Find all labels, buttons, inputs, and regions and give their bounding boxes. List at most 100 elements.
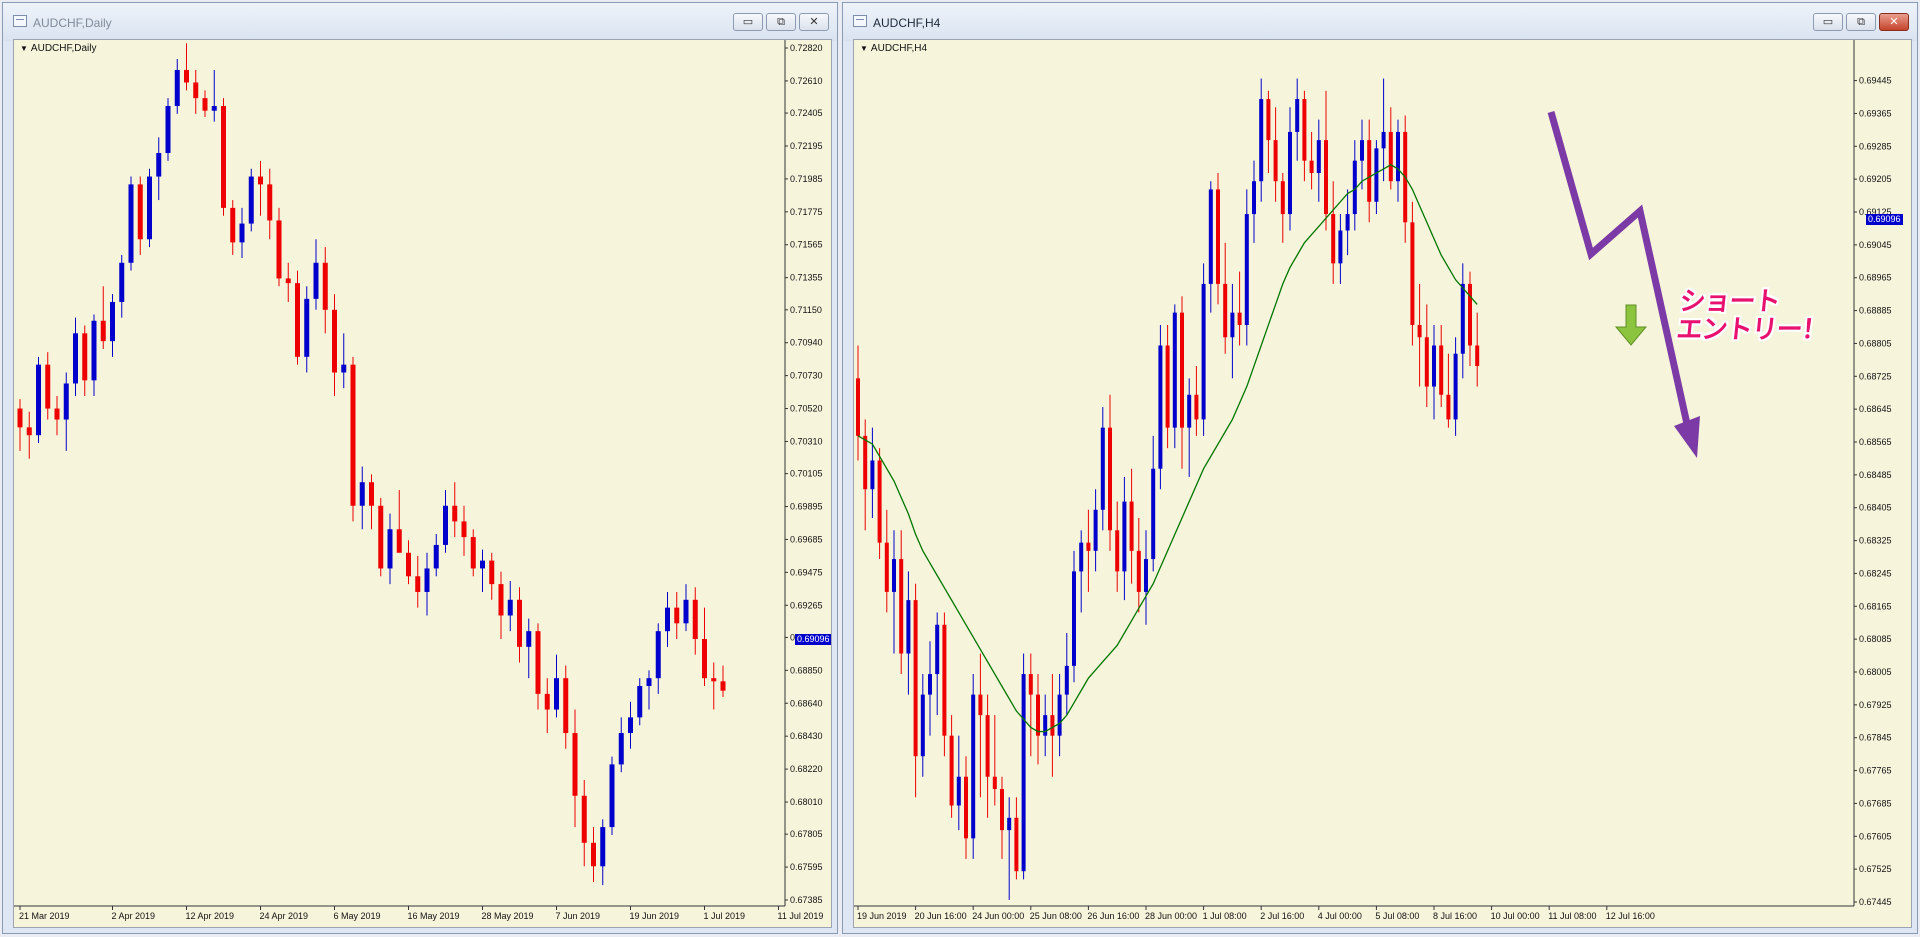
- bull-candle: [1381, 131, 1386, 149]
- dropdown-triangle-icon[interactable]: ▼: [20, 44, 28, 53]
- bear-candle: [702, 638, 707, 679]
- bear-candle: [856, 378, 860, 436]
- y-tick-label: 0.68430: [790, 731, 823, 741]
- bear-candle: [461, 521, 467, 538]
- bear-candle: [54, 408, 60, 420]
- y-tick-label: 0.67805: [790, 829, 823, 839]
- h4-chart-area[interactable]: 0.69445 0.69365 0.69285 0.69205 0.69125 0.690…: [853, 39, 1912, 928]
- bull-candle: [554, 678, 559, 710]
- y-tick-label: 0.67685: [1859, 798, 1892, 808]
- h4-candlestick-chart[interactable]: 0.694450.693650.692850.692050.691250.690…: [854, 40, 1912, 928]
- y-tick-label: 0.68640: [790, 698, 823, 708]
- minimize-button[interactable]: ▭: [733, 13, 763, 31]
- bull-candle: [1230, 312, 1235, 338]
- bull-candle: [248, 176, 254, 224]
- bull-candle: [1244, 214, 1249, 325]
- restore-button[interactable]: ⧉: [1846, 13, 1876, 31]
- y-tick-label: 0.69475: [790, 567, 823, 577]
- bull-candle: [665, 607, 670, 632]
- h4-titlebar[interactable]: AUDCHF,H4 ▭ ⧉ ✕: [843, 3, 1917, 41]
- y-tick-label: 0.69265: [790, 600, 823, 610]
- bear-candle: [1468, 283, 1472, 346]
- y-tick-label: 0.68805: [1859, 338, 1892, 348]
- bear-candle: [1180, 312, 1184, 428]
- daily-chart-area[interactable]: 0.72820 0.72610 0.72405 0.72195 0.71985 0.717…: [13, 39, 832, 928]
- x-tick-label: 25 Jun 08:00: [1030, 911, 1082, 921]
- bear-candle: [1475, 345, 1480, 367]
- x-tick-label: 16 May 2019: [408, 911, 460, 921]
- bull-candle: [36, 364, 41, 436]
- bull-candle: [892, 559, 896, 592]
- bull-candle: [110, 301, 115, 342]
- bull-candle: [1338, 230, 1343, 264]
- daily-candlestick-chart[interactable]: 0.72820 0.72610 0.72405 0.72195 0.71985 0.717…: [14, 40, 832, 928]
- bear-candle: [964, 776, 968, 839]
- moving-average-line: [857, 164, 1478, 733]
- x-tick-label: 4 Jul 00:00: [1318, 911, 1362, 921]
- bull-candle: [870, 460, 875, 490]
- y-tick-label: 0.72610: [790, 76, 823, 86]
- daily-titlebar[interactable]: AUDCHF,Daily ▭ ⧉ ✕: [3, 3, 837, 41]
- bear-candle: [1410, 222, 1415, 325]
- y-tick-label: 0.69285: [1859, 141, 1892, 151]
- bear-candle: [517, 599, 522, 647]
- bull-candle: [637, 686, 643, 718]
- bear-candle: [942, 624, 947, 736]
- bull-candle: [920, 694, 925, 757]
- x-tick-label: 7 Jun 2019: [556, 911, 601, 921]
- bull-candle: [1007, 817, 1012, 831]
- x-tick-label: 19 Jun 2019: [630, 911, 680, 921]
- bull-candle: [1432, 345, 1436, 387]
- bull-candle: [1093, 509, 1098, 551]
- dropdown-triangle-icon[interactable]: ▼: [860, 44, 868, 53]
- daily-symbol-label[interactable]: ▼ AUDCHF,Daily: [20, 43, 96, 54]
- h4-chart-window[interactable]: AUDCHF,H4 ▭ ⧉ ✕ 0.69445 0.69365 0.69285 0.6…: [842, 2, 1918, 934]
- bear-candle: [1331, 214, 1336, 264]
- y-tick-label: 0.68485: [1859, 470, 1892, 480]
- x-tick-label: 12 Jul 16:00: [1606, 911, 1655, 921]
- bear-candle: [295, 283, 300, 357]
- close-button[interactable]: ✕: [1879, 13, 1909, 31]
- minimize-button[interactable]: ▭: [1813, 13, 1843, 31]
- bear-candle: [406, 552, 411, 577]
- bear-candle: [884, 542, 889, 592]
- bull-candle: [1295, 99, 1300, 132]
- bull-candle: [128, 184, 134, 263]
- y-tick-label: 0.68220: [790, 764, 823, 774]
- bear-candle: [489, 560, 495, 585]
- close-button[interactable]: ✕: [799, 13, 829, 31]
- bear-candle: [221, 106, 226, 208]
- y-tick-label: 0.67385: [790, 895, 823, 905]
- daily-chart-window[interactable]: AUDCHF,Daily ▭ ⧉ ✕ 0.72820 0.72610 0.72405…: [2, 2, 838, 934]
- y-tick-label: 0.72820: [790, 43, 823, 53]
- restore-button[interactable]: ⧉: [766, 13, 796, 31]
- bull-candle: [304, 298, 310, 357]
- bear-candle: [1367, 140, 1372, 202]
- bear-candle: [899, 559, 904, 654]
- bear-candle: [1388, 131, 1393, 182]
- bear-candle: [1280, 181, 1285, 215]
- bear-candle: [1000, 789, 1004, 831]
- bull-candle: [1201, 283, 1206, 420]
- x-tick-label: 12 Apr 2019: [186, 911, 235, 921]
- bull-candle: [147, 176, 152, 240]
- bear-candle: [350, 364, 356, 506]
- bear-candle: [992, 776, 997, 790]
- h4-symbol-label[interactable]: ▼ AUDCHF,H4: [860, 43, 927, 54]
- y-tick-label: 0.68010: [790, 797, 823, 807]
- bear-candle: [1108, 427, 1112, 531]
- bull-candle: [211, 106, 217, 111]
- y-tick-label: 0.68245: [1859, 568, 1892, 578]
- bear-candle: [230, 207, 236, 243]
- bear-candle: [1129, 501, 1134, 551]
- y-tick-label: 0.72405: [790, 108, 823, 118]
- bull-candle: [63, 383, 69, 420]
- bull-candle: [646, 678, 652, 687]
- bear-candle: [452, 505, 458, 522]
- bear-candle: [1014, 817, 1019, 872]
- bear-candle: [949, 735, 954, 806]
- y-tick-label: 0.68005: [1859, 667, 1892, 677]
- x-tick-label: 10 Jul 00:00: [1491, 911, 1540, 921]
- current-price-tag: 0.69096: [795, 634, 831, 645]
- y-tick-label: 0.70730: [790, 371, 823, 381]
